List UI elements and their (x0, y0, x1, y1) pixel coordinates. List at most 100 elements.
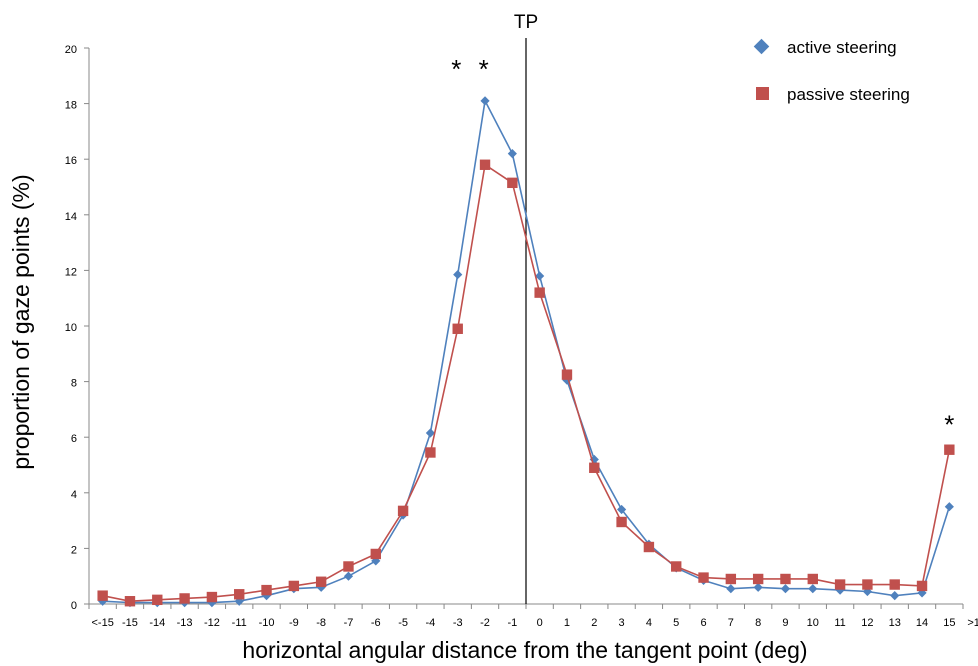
y-tick-label: 6 (71, 433, 77, 445)
series-passive-steering (97, 159, 955, 607)
x-tick-label: -4 (426, 617, 436, 629)
data-point-active-steering (453, 269, 463, 280)
data-point-active-steering (616, 504, 627, 515)
x-tick-label: 6 (700, 617, 706, 629)
x-tick-label: -13 (177, 617, 193, 629)
data-point-active-steering (780, 584, 791, 594)
data-point-active-steering (808, 584, 818, 594)
data-point-passive-steering (479, 159, 491, 170)
data-point-passive-steering (152, 594, 163, 606)
data-point-active-steering (316, 582, 326, 592)
x-tick-label: 3 (619, 617, 625, 629)
y-tick-label: 14 (65, 211, 77, 223)
x-axis-label: horizontal angular distance from the tan… (242, 637, 807, 663)
data-point-passive-steering (425, 447, 436, 458)
y-tick-label: 18 (65, 100, 77, 112)
x-tick-label: -7 (344, 617, 354, 629)
x-tick-label: 13 (889, 617, 901, 629)
y-tick-label: 2 (71, 544, 77, 556)
significance-annotations: * * * (451, 54, 954, 440)
x-tick-label: 10 (807, 617, 819, 629)
data-point-passive-steering (234, 589, 245, 600)
data-point-passive-steering (616, 516, 627, 528)
data-point-active-steering (507, 149, 517, 159)
x-tick-label: 7 (728, 617, 734, 629)
x-tick-label: 0 (537, 617, 543, 629)
x-tick-label: 9 (782, 617, 788, 629)
data-point-passive-steering (834, 579, 846, 590)
significance-star: * (479, 54, 489, 84)
data-point-passive-steering (561, 369, 573, 380)
data-point-passive-steering (725, 573, 737, 585)
y-axis: 0 2 4 6 8 10 12 14 16 18 20 (65, 44, 90, 612)
data-point-passive-steering (343, 561, 354, 572)
data-point-passive-steering (288, 580, 300, 592)
data-point-active-steering (98, 596, 108, 606)
x-tick-label: -15 (122, 617, 138, 629)
x-tick-label: -11 (232, 617, 247, 629)
data-point-active-steering (753, 582, 763, 592)
data-point-passive-steering (807, 573, 818, 585)
data-point-active-steering (562, 375, 572, 385)
data-point-passive-steering (97, 590, 108, 601)
y-axis-label: proportion of gaze points (%) (8, 174, 34, 469)
data-point-passive-steering (179, 593, 190, 604)
x-axis: <-15 -15 -14 -13 -12 -11 -10 -9 -8 -7 -6 -5 -4 -3 -2 -1… (88, 603, 978, 629)
x-tick-label: -5 (398, 617, 408, 629)
series-lines (97, 96, 955, 608)
data-point-passive-steering (452, 323, 463, 334)
x-tick-label: -12 (204, 617, 220, 629)
data-point-passive-steering (124, 596, 136, 607)
data-point-passive-steering (889, 579, 900, 590)
x-tick-label: 1 (564, 617, 570, 629)
x-tick-label: 15 (943, 617, 955, 629)
legend-marker-passive (756, 87, 769, 100)
x-tick-label: <-15 (91, 617, 113, 629)
legend-label-passive: passive steering (787, 85, 910, 104)
y-tick-label: 10 (65, 322, 77, 334)
data-point-passive-steering (643, 541, 655, 553)
x-tick-label: 12 (861, 617, 873, 629)
data-point-passive-steering (397, 505, 409, 517)
y-tick-label: 0 (71, 600, 77, 612)
data-point-passive-steering (698, 572, 709, 583)
data-point-active-steering (425, 428, 436, 438)
x-tick-label: 4 (646, 617, 652, 629)
data-point-passive-steering (752, 573, 764, 585)
data-point-passive-steering (261, 584, 272, 596)
data-point-active-steering (944, 502, 954, 512)
data-point-passive-steering (589, 462, 600, 473)
x-tick-label: >15 (967, 617, 978, 629)
data-point-passive-steering (315, 576, 327, 587)
data-point-active-steering (535, 271, 545, 281)
x-tick-label: -9 (289, 617, 299, 629)
data-point-active-steering (890, 591, 900, 601)
data-point-passive-steering (780, 573, 791, 585)
x-tick-label: 2 (591, 617, 597, 629)
x-tick-label: 14 (916, 617, 928, 629)
y-tick-label: 16 (65, 155, 77, 167)
data-point-active-steering (343, 571, 354, 581)
x-tick-label: -14 (149, 617, 165, 629)
significance-star: * (451, 54, 461, 84)
x-tick-label: -3 (453, 617, 463, 629)
data-point-passive-steering (862, 579, 873, 590)
data-point-passive-steering (370, 548, 381, 560)
x-tick-label: -1 (507, 617, 517, 629)
x-tick-label: -2 (480, 617, 490, 629)
data-point-passive-steering (916, 580, 928, 592)
x-tick-label: 8 (755, 617, 761, 629)
legend-marker-active (753, 38, 770, 55)
y-tick-label: 4 (71, 489, 77, 501)
y-tick-label: 8 (71, 378, 77, 390)
y-tick-label: 20 (65, 44, 77, 56)
data-point-active-steering (726, 584, 736, 594)
x-tick-label: -8 (316, 617, 326, 629)
x-tick-label: 11 (834, 617, 845, 629)
significance-star: * (944, 410, 954, 440)
legend: active steering passive steering (753, 38, 910, 104)
x-tick-label: 5 (673, 617, 679, 629)
data-point-active-steering (480, 96, 490, 106)
tp-label: TP (514, 12, 538, 33)
